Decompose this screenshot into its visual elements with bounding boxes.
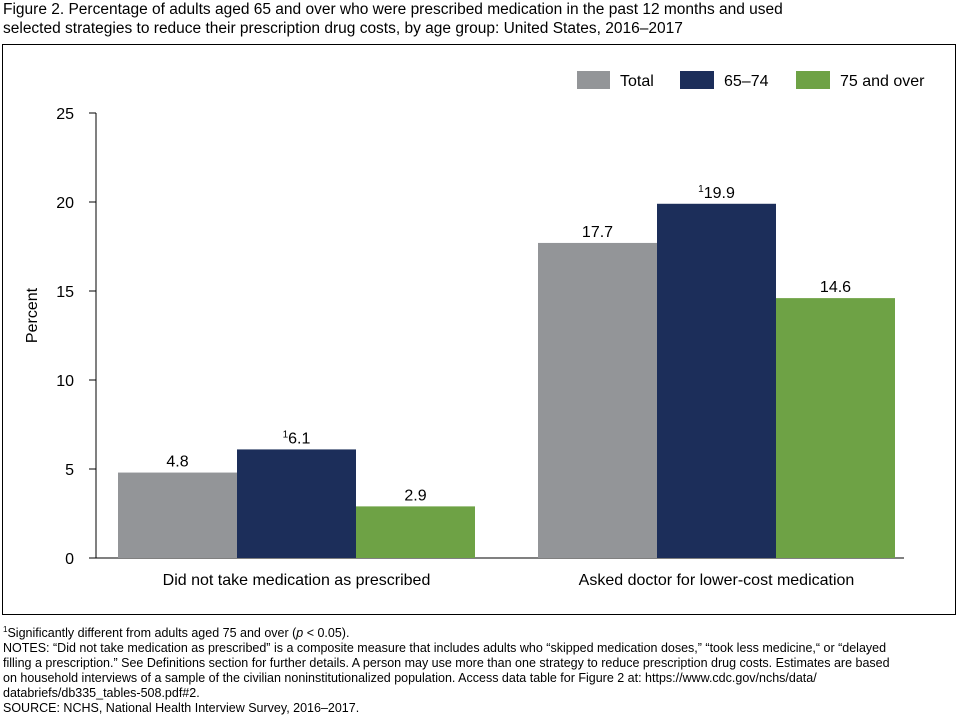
bar bbox=[356, 506, 475, 558]
legend-label: 65–74 bbox=[724, 73, 769, 90]
data-label: 4.8 bbox=[166, 454, 188, 471]
footnote-tail: < 0.05). bbox=[303, 626, 350, 640]
data-label: 14.6 bbox=[820, 279, 851, 296]
figure-title-line-2: selected strategies to reduce their pres… bbox=[3, 20, 683, 37]
x-category-label: Asked doctor for lower-cost medication bbox=[579, 572, 855, 589]
figure-title: Figure 2. Percentage of adults aged 65 a… bbox=[3, 0, 953, 38]
notes-line-3: filling a prescription.” See Definitions… bbox=[3, 656, 890, 670]
y-tick-label: 0 bbox=[65, 551, 74, 568]
bar bbox=[776, 298, 895, 558]
footnote-p: p bbox=[296, 626, 304, 640]
data-label: 17.7 bbox=[582, 224, 613, 241]
bar bbox=[538, 242, 657, 558]
notes-line-4: on household interviews of a sample of t… bbox=[3, 671, 817, 685]
footnote-marker: 1 bbox=[3, 624, 8, 634]
source-line: SOURCE: NCHS, National Health Interview … bbox=[3, 701, 360, 715]
bar bbox=[657, 203, 776, 558]
x-category-label: Did not take medication as prescribed bbox=[163, 572, 431, 589]
bar bbox=[237, 449, 356, 558]
data-label: 2.9 bbox=[404, 487, 426, 504]
legend-label: Total bbox=[620, 73, 654, 90]
data-label: 119.9 bbox=[698, 184, 735, 202]
legend-swatch bbox=[796, 71, 830, 89]
figure-notes: 1Significantly different from adults age… bbox=[3, 624, 953, 716]
y-tick-label: 25 bbox=[56, 106, 74, 123]
y-tick-label: 10 bbox=[56, 373, 74, 390]
chart-frame: 0 5 10 15 20 25 Percent 4.8 16.1 2.9 Did not take … bbox=[2, 44, 956, 615]
figure-title-line-1: Figure 2. Percentage of adults aged 65 a… bbox=[3, 1, 783, 18]
y-tick-label: 5 bbox=[65, 462, 74, 479]
y-tick-label: 20 bbox=[56, 195, 74, 212]
notes-line-2: NOTES: “Did not take medication as presc… bbox=[3, 641, 887, 655]
notes-line-5: databriefs/db335_tables-508.pdf#2. bbox=[3, 686, 200, 700]
footnote-text: Significantly different from adults aged… bbox=[7, 626, 297, 640]
data-label: 16.1 bbox=[283, 429, 311, 447]
y-axis-label: Percent bbox=[24, 287, 41, 343]
legend-swatch bbox=[680, 71, 714, 89]
footnote-significance: 1Significantly different from adults age… bbox=[3, 624, 953, 641]
legend-label: 75 and over bbox=[840, 73, 925, 90]
y-tick-label: 15 bbox=[56, 284, 74, 301]
bar bbox=[118, 472, 237, 558]
legend-swatch bbox=[577, 71, 610, 89]
bar-chart: 0 5 10 15 20 25 Percent 4.8 16.1 2.9 Did not take … bbox=[24, 71, 925, 589]
